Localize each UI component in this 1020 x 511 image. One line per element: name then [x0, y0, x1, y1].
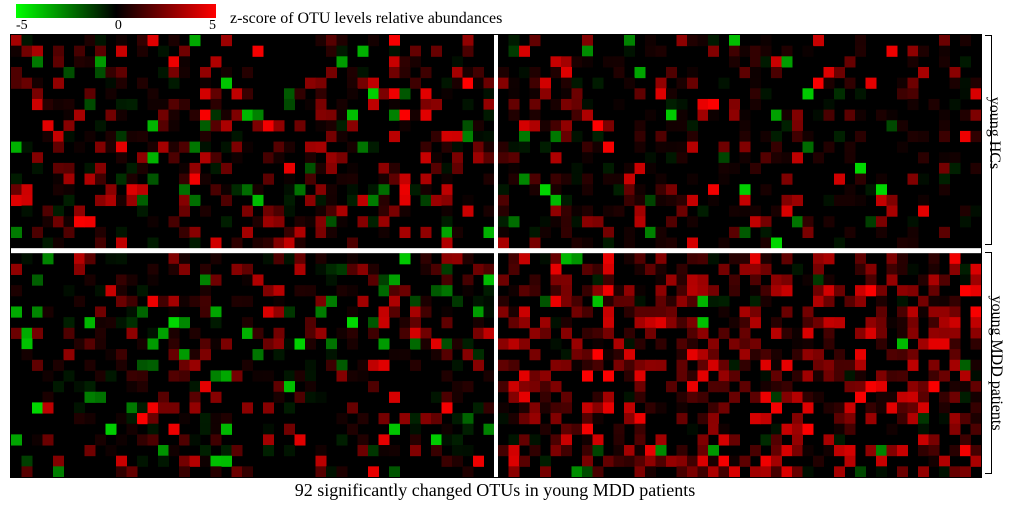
- bottom-caption: 92 significantly changed OTUs in young M…: [0, 480, 990, 501]
- bottom-axis-line: [10, 477, 980, 478]
- legend-tick-mid: 0: [115, 18, 122, 34]
- row-labels: young HCs young MDD patients: [984, 34, 1014, 476]
- legend-tick-min: -5: [16, 18, 28, 34]
- row-label-top: young HCs: [985, 73, 1003, 193]
- heatmap-area: [10, 34, 982, 478]
- row-label-bottom: young MDD patients: [987, 273, 1005, 453]
- legend-tick-max: 5: [209, 18, 216, 34]
- legend-ticks: -5 0 5: [16, 18, 216, 34]
- legend-row: -5 0 5 z-score of OTU levels relative ab…: [16, 4, 502, 34]
- legend-gradient-bar: [16, 4, 216, 18]
- legend-title: z-score of OTU levels relative abundance…: [230, 10, 502, 28]
- legend-bar-wrap: -5 0 5: [16, 4, 216, 34]
- heatmap-svg: [11, 35, 981, 477]
